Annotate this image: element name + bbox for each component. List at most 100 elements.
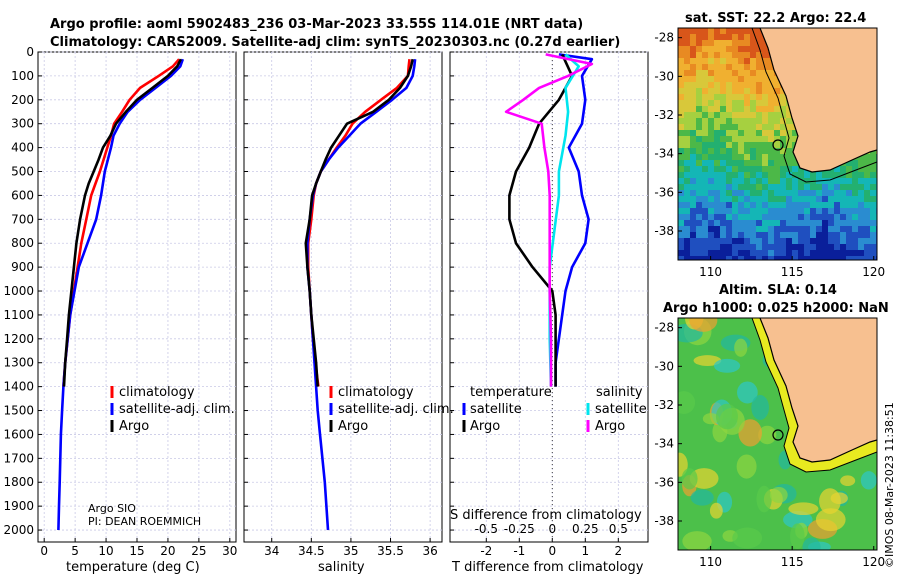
sst-cell [738, 226, 744, 232]
sst-cell [738, 166, 744, 172]
sst-cell [834, 184, 840, 190]
sla-blob [715, 403, 738, 430]
sst-cell [768, 184, 774, 190]
sst-cell [768, 136, 774, 142]
sst-cell [750, 94, 756, 100]
sst-cell [678, 106, 684, 112]
sst-cell [798, 184, 804, 190]
sst-cell [864, 238, 870, 244]
sst-cell [870, 214, 876, 220]
sst-cell [714, 76, 720, 82]
legend-climatology: climatology [338, 385, 414, 400]
sst-cell [744, 28, 750, 34]
sst-cell [702, 208, 708, 214]
sst-cell [798, 244, 804, 250]
sst-cell [696, 94, 702, 100]
depth-tick-label: 1800 [3, 475, 34, 489]
sst-cell [750, 184, 756, 190]
sst-cell [684, 64, 690, 70]
sst-cell [798, 232, 804, 238]
sst-cell [678, 196, 684, 202]
sla-blob [860, 471, 877, 490]
sst-cell [726, 250, 732, 256]
sst-cell [744, 244, 750, 250]
sst-cell [822, 226, 828, 232]
sst-cell [810, 184, 816, 190]
sst-cell [732, 88, 738, 94]
sst-cell [720, 202, 726, 208]
sst-cell [678, 214, 684, 220]
sst-cell [684, 46, 690, 52]
sst-cell [714, 46, 720, 52]
sst-cell [696, 136, 702, 142]
sst-cell [708, 148, 714, 154]
sst-cell [840, 190, 846, 196]
sst-cell [744, 106, 750, 112]
sst-cell [822, 232, 828, 238]
sst-cell [756, 184, 762, 190]
sst-cell [702, 106, 708, 112]
sst-cell [732, 256, 738, 260]
sst-cell [780, 202, 786, 208]
sst-cell [756, 94, 762, 100]
sst-cell [744, 166, 750, 172]
sst-cell [816, 256, 822, 260]
sst-cell [780, 124, 786, 130]
sst-cell [762, 106, 768, 112]
sst-cell [744, 112, 750, 118]
sst-cell [774, 190, 780, 196]
sst-cell [690, 88, 696, 94]
sst-cell [762, 100, 768, 106]
sst-cell [738, 202, 744, 208]
sst-cell [744, 220, 750, 226]
sst-cell [744, 196, 750, 202]
sla-blob [756, 485, 772, 513]
sst-cell [756, 220, 762, 226]
sst-cell [804, 184, 810, 190]
sst-cell [768, 208, 774, 214]
difference-legend: temperature salinity satellite Argo sate… [462, 385, 647, 434]
sst-cell [726, 226, 732, 232]
sst-cell [738, 130, 744, 136]
sst-cell [756, 40, 762, 46]
lat-tick-label: -38 [654, 514, 674, 528]
sst-cell [738, 40, 744, 46]
sst-cell [726, 82, 732, 88]
lat-tick-label: -30 [654, 359, 674, 373]
sst-cell [846, 172, 852, 178]
sst-cell [756, 202, 762, 208]
sst-cell [702, 94, 708, 100]
sst-cell [720, 238, 726, 244]
sst-cell [750, 76, 756, 82]
sst-cell [732, 196, 738, 202]
sst-cell [738, 28, 744, 34]
sst-cell [768, 226, 774, 232]
sst-cell [774, 82, 780, 88]
sst-cell [834, 232, 840, 238]
sla-blob [788, 502, 819, 516]
sst-cell [696, 178, 702, 184]
sst-cell [708, 244, 714, 250]
sst-cell [702, 226, 708, 232]
sst-cell [750, 226, 756, 232]
sst-cell [714, 226, 720, 232]
sst-cell [726, 208, 732, 214]
sst-cell [804, 238, 810, 244]
sst-cell [714, 94, 720, 100]
sst-cell [750, 202, 756, 208]
sst-cell [702, 130, 708, 136]
legend-argo: Argo [119, 419, 149, 434]
x-tick-label: 34 [264, 544, 279, 558]
sst-cell [780, 196, 786, 202]
depth-tick-label: 1100 [3, 308, 34, 322]
sst-cell [684, 82, 690, 88]
sst-cell [762, 118, 768, 124]
sst-cell [744, 118, 750, 124]
sst-cell [786, 256, 792, 260]
x-tick-label: 35.5 [377, 544, 404, 558]
sst-cell [714, 148, 720, 154]
sst-cell [762, 184, 768, 190]
sst-cell [786, 250, 792, 256]
depth-tick-label: 100 [11, 69, 34, 83]
sst-cell [762, 130, 768, 136]
